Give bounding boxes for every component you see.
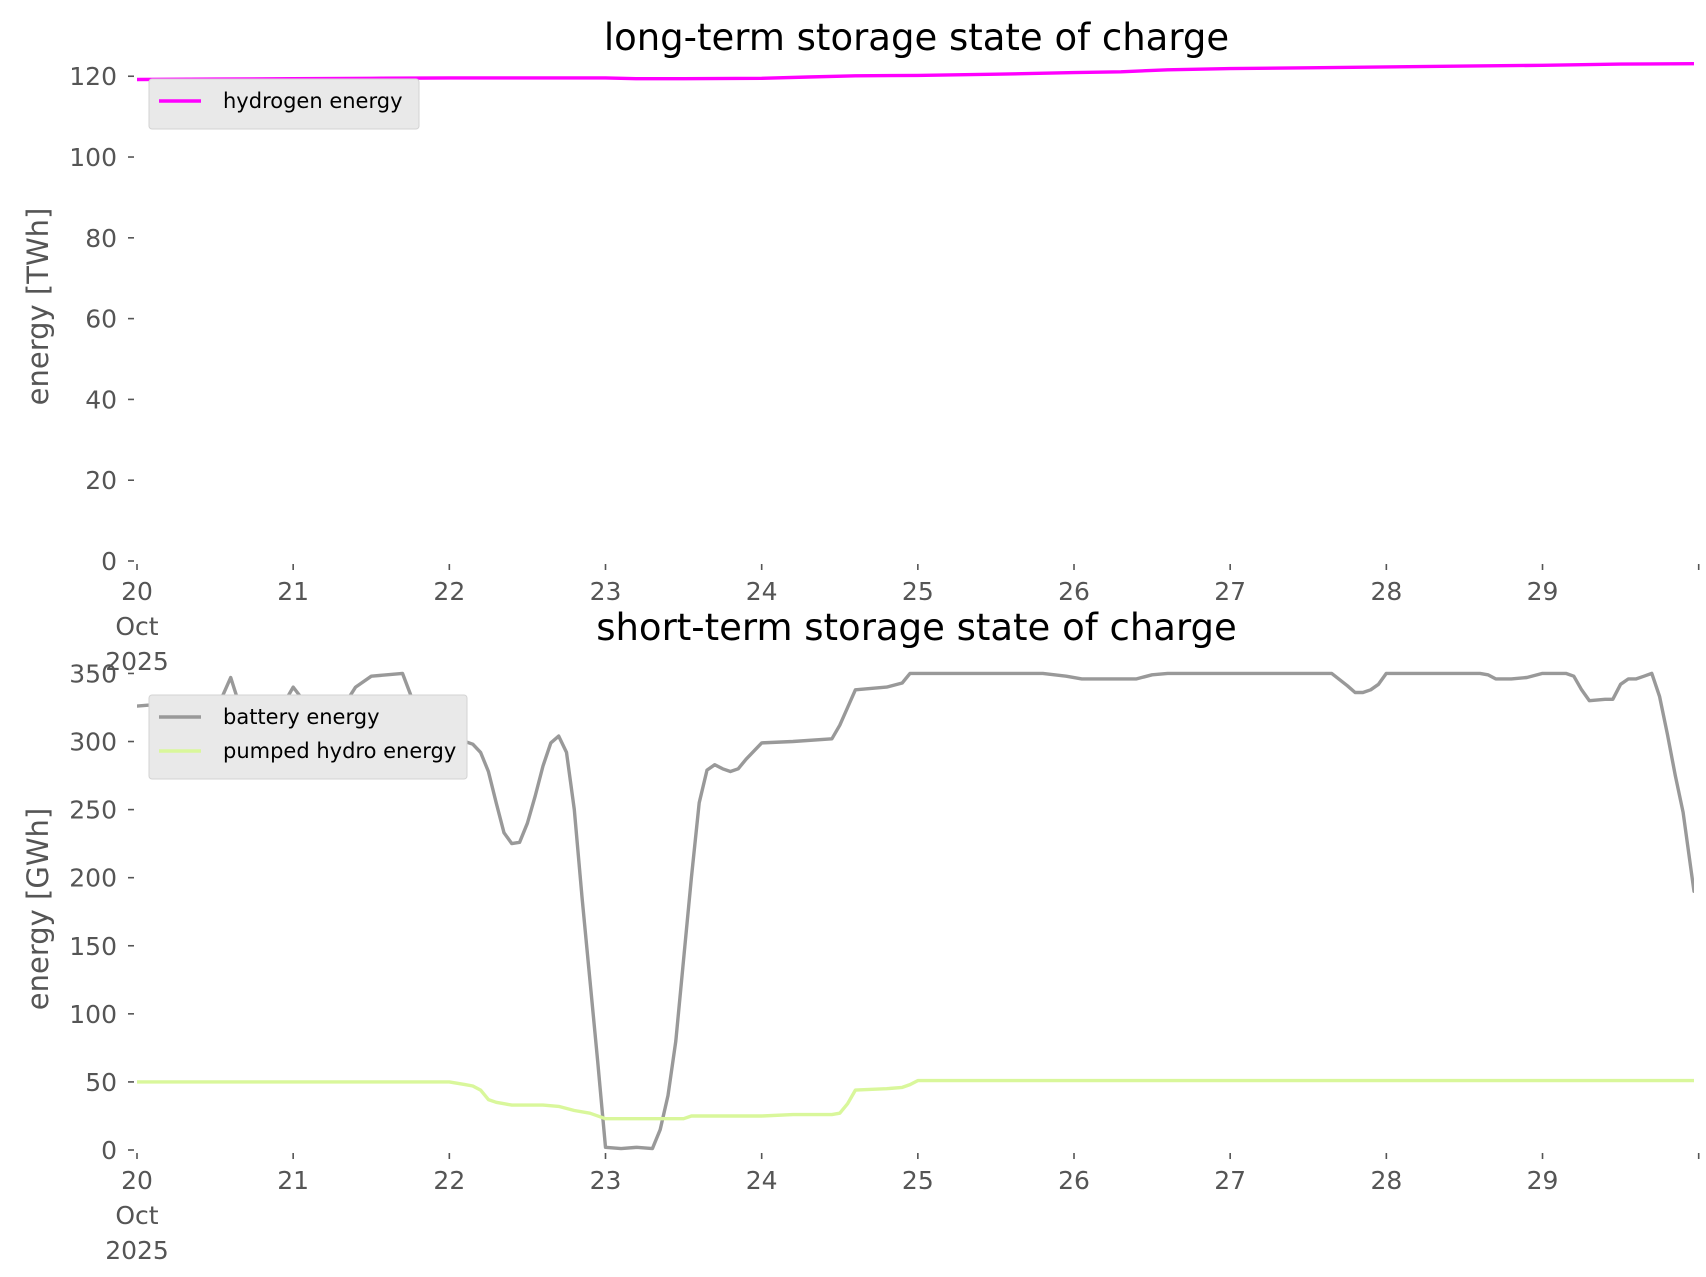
y-tick-label: 250 <box>69 796 117 825</box>
legend: battery energy pumped hydro energy <box>148 694 468 780</box>
series-line-pumped-hydro-energy <box>137 1078 1694 1121</box>
y-tick-label: 150 <box>69 932 117 961</box>
y-tick-label: 60 <box>85 305 117 334</box>
y-tick-label: 0 <box>101 547 117 576</box>
y-tick-label: 50 <box>85 1068 117 1097</box>
chart-title: long-term storage state of charge <box>604 16 1229 59</box>
x-tick-label: 27 <box>1214 577 1246 606</box>
y-tick-label: 40 <box>85 385 117 414</box>
y-tick-label: 120 <box>69 62 117 91</box>
y-axis-label: energy [GWh] <box>21 808 55 1010</box>
legend-box <box>148 78 420 130</box>
x-tick-label: 2025 <box>105 647 169 676</box>
series-line-battery-energy <box>137 671 1694 1151</box>
x-tick-label: Oct <box>115 612 158 641</box>
x-tick-label: 29 <box>1527 577 1559 606</box>
x-tick-label: 22 <box>433 577 465 606</box>
x-tick-label: 23 <box>590 1166 622 1195</box>
legend-box <box>148 694 468 780</box>
legend-label: hydrogen energy <box>223 89 403 113</box>
x-tick-label: 20 <box>121 1166 153 1195</box>
x-tick-label: 20 <box>121 577 153 606</box>
x-tick-label: 28 <box>1370 577 1402 606</box>
series-line-hydrogen-energy <box>137 62 1694 82</box>
y-axis-label: energy [TWh] <box>21 208 55 406</box>
x-tick-label: Oct <box>115 1201 158 1230</box>
x-tick-label: 2025 <box>105 1236 169 1265</box>
chart-title: short-term storage state of charge <box>596 606 1237 649</box>
x-tick-label: 26 <box>1058 577 1090 606</box>
legend-label: pumped hydro energy <box>223 739 456 763</box>
y-tick-label: 350 <box>69 659 117 688</box>
x-tick-label: 28 <box>1370 1166 1402 1195</box>
y-tick-label: 300 <box>69 728 117 757</box>
y-tick-label: 200 <box>69 864 117 893</box>
x-tick-label: 25 <box>902 577 934 606</box>
x-tick-label: 22 <box>433 1166 465 1195</box>
y-tick-label: 100 <box>69 143 117 172</box>
y-tick-label: 100 <box>69 1000 117 1029</box>
x-tick-label: 27 <box>1214 1166 1246 1195</box>
y-tick-label: 0 <box>101 1136 117 1165</box>
chart-panel-2: short-term storage state of charge energy… <box>21 606 1700 1265</box>
y-tick-label: 20 <box>85 466 117 495</box>
x-tick-label: 21 <box>277 577 309 606</box>
x-tick-label: 23 <box>590 577 622 606</box>
x-tick-label: 21 <box>277 1166 309 1195</box>
x-tick-label: 24 <box>746 577 778 606</box>
legend-label: battery energy <box>223 705 380 729</box>
x-tick-label: 26 <box>1058 1166 1090 1195</box>
x-tick-label: 24 <box>746 1166 778 1195</box>
chart-panel-1: long-term storage state of charge energy … <box>21 16 1700 676</box>
x-tick-label: 25 <box>902 1166 934 1195</box>
x-tick-label: 29 <box>1527 1166 1559 1195</box>
y-tick-label: 80 <box>85 224 117 253</box>
legend: hydrogen energy <box>148 78 420 130</box>
